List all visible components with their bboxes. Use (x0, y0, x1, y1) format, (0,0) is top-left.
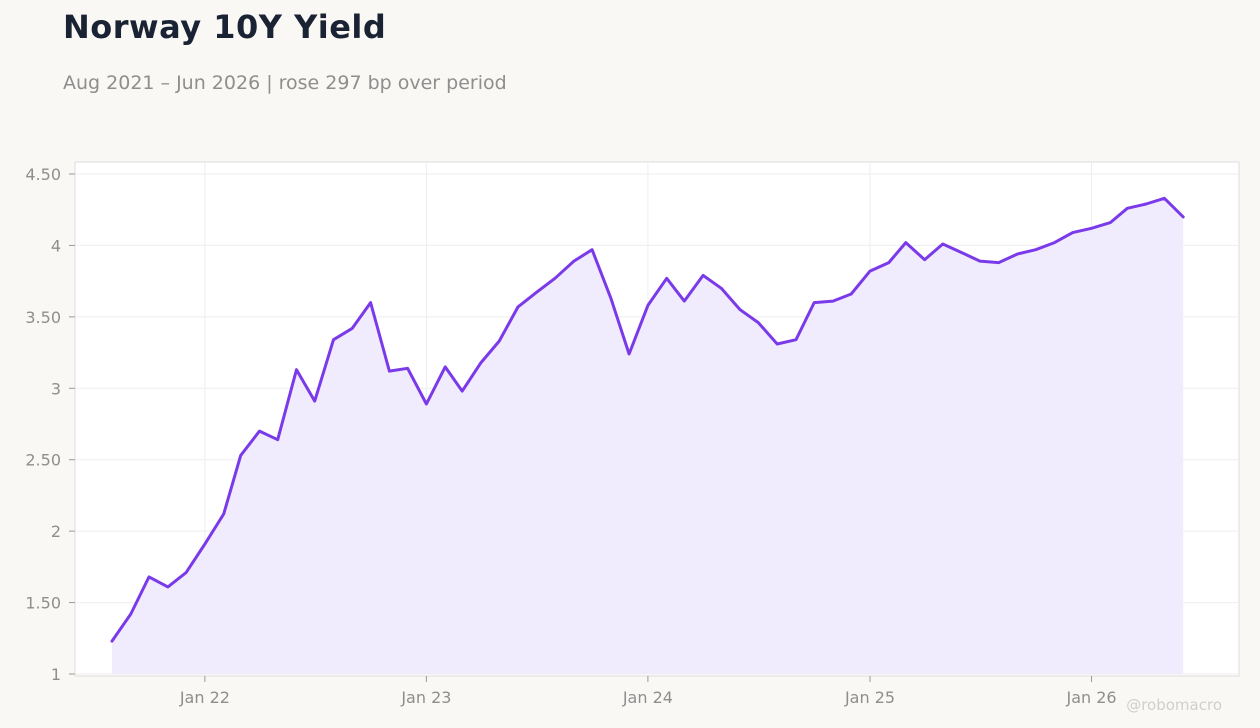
y-axis: 1 1.50 2 2.50 3 3.50 4 4.50 (25, 165, 75, 684)
x-tick-label: Jan 23 (400, 688, 451, 707)
x-tick-label: Jan 24 (622, 688, 673, 707)
yield-area-fill (112, 198, 1184, 675)
chart-title: Norway 10Y Yield (63, 8, 387, 46)
y-tick-label: 1 (51, 665, 61, 684)
chart-subtitle: Aug 2021 – Jun 2026 | rose 297 bp over p… (63, 72, 507, 94)
y-tick-label: 1.50 (25, 594, 61, 613)
y-tick-label: 4.50 (25, 165, 61, 184)
yield-line (110, 196, 1185, 643)
y-tick-label: 3 (51, 379, 61, 398)
y-tick-label: 2 (51, 522, 61, 541)
y-tick-label: 3.50 (25, 308, 61, 327)
watermark: @robomacro (1126, 696, 1222, 714)
y-tick-label: 4 (51, 236, 61, 255)
y-tick-label: 2.50 (25, 451, 61, 470)
x-axis: Jan 22 Jan 23 Jan 24 Jan 25 Jan 26 (179, 676, 1117, 707)
x-tick-label: Jan 26 (1065, 688, 1116, 707)
x-tick-label: Jan 22 (179, 688, 230, 707)
x-tick-label: Jan 25 (844, 688, 895, 707)
